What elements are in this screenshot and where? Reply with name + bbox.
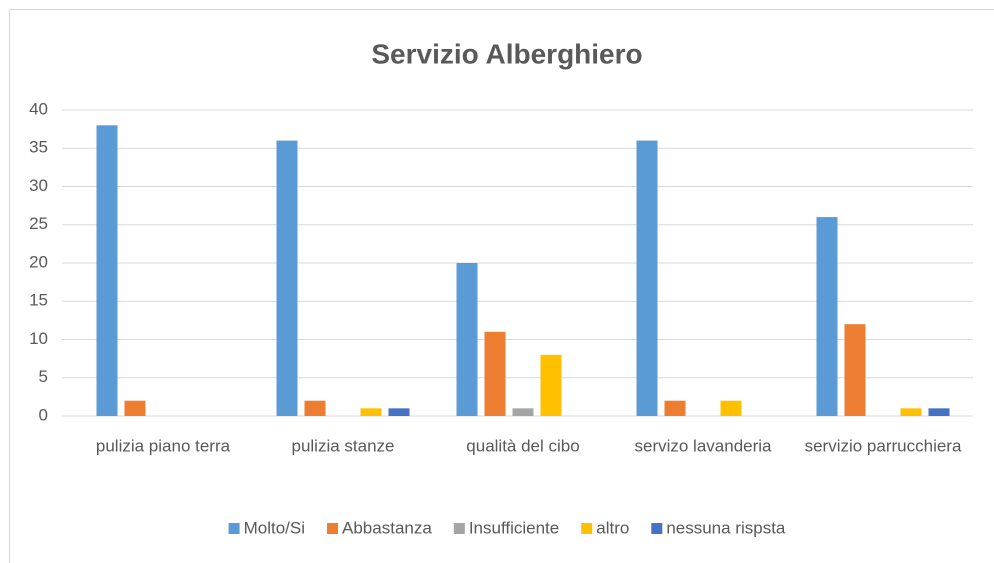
bar (816, 217, 838, 416)
bar (304, 400, 326, 416)
chart-border (9, 9, 994, 563)
legend-label: Molto/Si (244, 518, 305, 537)
x-tick-label: pulizia piano terra (96, 436, 231, 455)
y-tick-label: 5 (39, 367, 48, 386)
bar (456, 263, 478, 416)
bar (484, 331, 506, 416)
y-tick-label: 20 (29, 252, 48, 271)
y-tick-label: 35 (29, 138, 48, 157)
y-tick-label: 25 (29, 214, 48, 233)
bar (388, 408, 410, 416)
bar (928, 408, 950, 416)
legend-swatch (453, 523, 465, 534)
x-tick-label: servizio parrucchiera (805, 436, 962, 455)
bar (664, 400, 686, 416)
y-tick-label: 40 (29, 99, 48, 118)
legend-swatch (651, 523, 663, 534)
y-tick-label: 30 (29, 176, 48, 195)
legend-label: Insufficiente (469, 518, 559, 537)
x-tick-label: pulizia stanze (291, 436, 394, 455)
bar (360, 408, 382, 416)
bar (124, 400, 146, 416)
x-tick-label: qualità del cibo (466, 436, 579, 455)
legend-label: Abbastanza (342, 518, 432, 537)
bar (720, 400, 742, 416)
legend-swatch (327, 523, 339, 534)
x-tick-label: servizo lavanderia (634, 436, 772, 455)
legend-label: altro (596, 518, 629, 537)
bar (636, 140, 658, 416)
legend-label: nessuna rispsta (666, 518, 786, 537)
legend-swatch (581, 523, 593, 534)
bar (540, 354, 562, 416)
y-tick-label: 0 (39, 405, 48, 424)
bar (96, 125, 118, 417)
chart-title: Servizio Alberghiero (371, 38, 642, 69)
bar (512, 408, 534, 416)
y-tick-label: 15 (29, 291, 48, 310)
bar (900, 408, 922, 416)
bar (276, 140, 298, 416)
bar (844, 324, 866, 416)
y-tick-label: 10 (29, 329, 48, 348)
legend-swatch (228, 523, 240, 534)
